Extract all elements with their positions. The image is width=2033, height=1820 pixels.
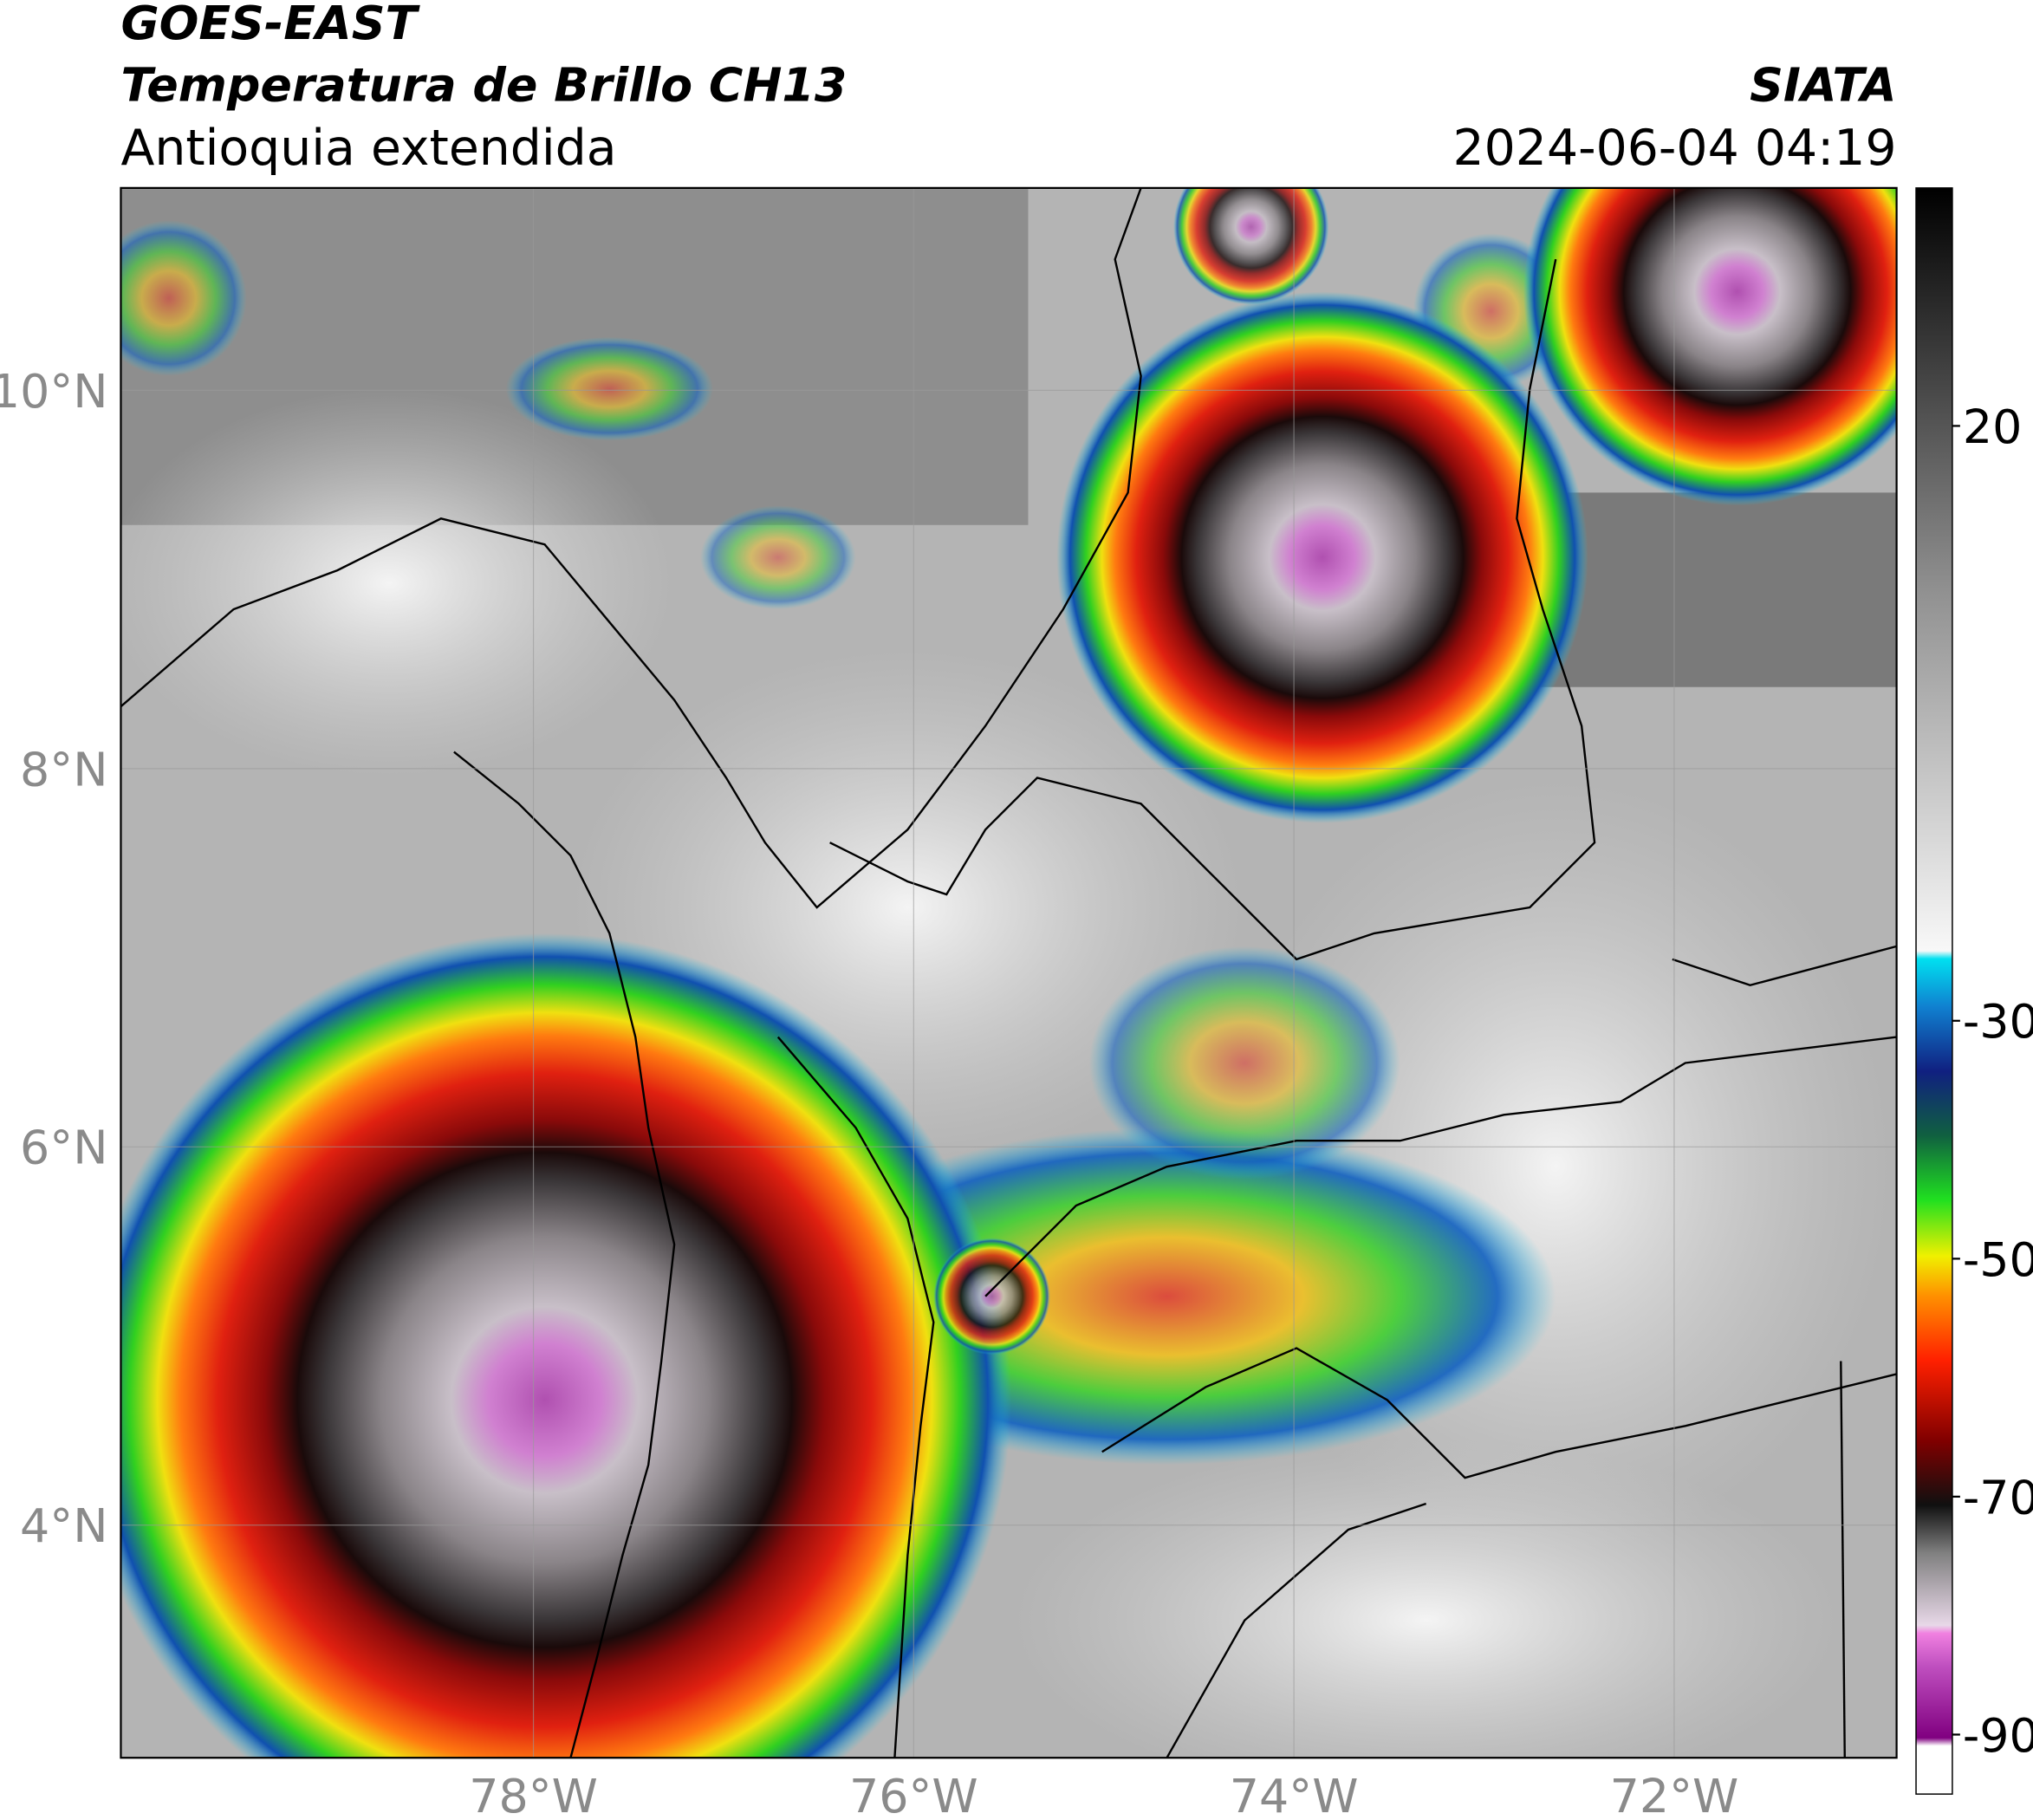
graticule	[120, 187, 1897, 1758]
colorbar-tick-label: -50	[1963, 1232, 2033, 1287]
map-frame	[120, 186, 1898, 1759]
colorbar-tick-label: -90	[1963, 1708, 2033, 1763]
lat-tick-label: 10°N	[0, 364, 107, 419]
datetime: 2024-06-04 04:19	[1453, 120, 1897, 177]
lon-tick-label: 72°W	[1610, 1769, 1739, 1820]
colorbar	[1915, 187, 1953, 1795]
title: GOES-EAST	[120, 0, 420, 50]
lon-tick-label: 74°W	[1230, 1769, 1359, 1820]
lat-tick-label: 8°N	[20, 742, 107, 796]
lat-tick-label: 4°N	[20, 1498, 107, 1553]
product: Temperatura de Brillo CH13	[120, 58, 847, 113]
colorbar-tick-label: -70	[1963, 1470, 2033, 1524]
lon-tick-label: 76°W	[849, 1769, 978, 1820]
region: Antioquia extendida	[120, 120, 616, 177]
source: SIATA	[1750, 58, 1897, 113]
lon-tick-label: 78°W	[469, 1769, 598, 1820]
lat-tick-label: 6°N	[20, 1121, 107, 1175]
colorbar-ticks: -90 -70 -50 -30 20	[1952, 400, 2033, 1763]
satellite-image	[120, 187, 1897, 1758]
colorbar-tick-label: -30	[1963, 994, 2033, 1049]
colorbar-tick-label: 20	[1963, 400, 2023, 454]
